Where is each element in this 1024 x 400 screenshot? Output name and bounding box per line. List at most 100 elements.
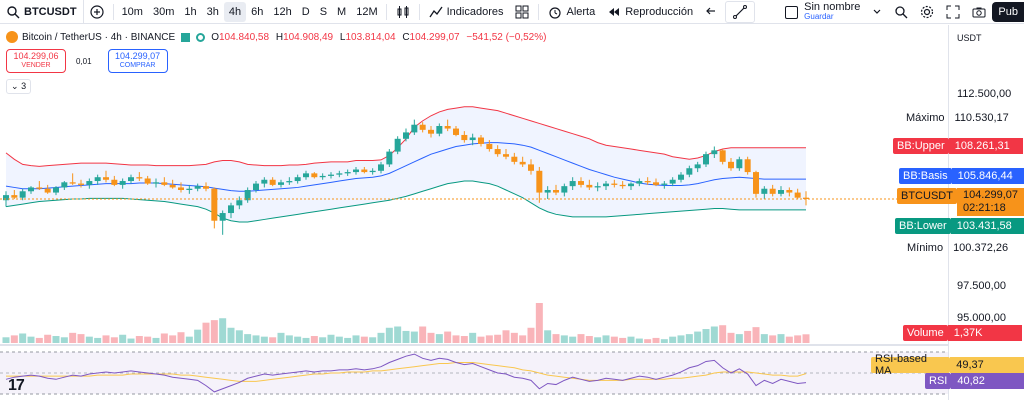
chart-pane[interactable]: Bitcoin / TetherUS · 4h · BINANCE O104.8… <box>0 25 948 400</box>
volume-bar <box>344 337 352 343</box>
indicators-collapse-button[interactable]: ⌄ 3 <box>6 79 32 94</box>
fullscreen-button[interactable] <box>940 0 966 24</box>
volume-bar <box>369 337 377 343</box>
timeframe-1h[interactable]: 1h <box>184 5 197 18</box>
candle-body <box>703 154 709 165</box>
candle-body <box>453 128 459 135</box>
volume-bar <box>260 336 268 343</box>
spread-value: 0,01 <box>76 56 92 66</box>
compare-symbol-button[interactable] <box>84 0 110 24</box>
candle-body <box>803 197 809 199</box>
alert-button[interactable]: Alerta <box>542 0 601 24</box>
volume-bar <box>460 336 468 343</box>
volume-bar <box>577 334 585 343</box>
candle-body <box>594 186 601 188</box>
candle-body <box>528 164 534 171</box>
layout-checkbox[interactable] <box>785 5 799 19</box>
volume-bar <box>360 336 368 343</box>
indicators-button[interactable]: Indicadores <box>423 0 510 24</box>
alarm-clock-icon <box>549 6 562 19</box>
volume-bar <box>485 335 493 343</box>
timeframe-6h[interactable]: 6h <box>251 5 264 18</box>
volume-bar <box>427 332 435 343</box>
snapshot-button[interactable] <box>966 0 992 24</box>
candle-body <box>111 179 118 185</box>
candle-body <box>769 188 776 194</box>
replay-button[interactable]: Reproducción <box>601 0 699 24</box>
layout-name-button[interactable]: Sin nombre Guardar <box>798 2 866 22</box>
collapsed-count: 3 <box>21 81 27 91</box>
candle-body <box>711 150 718 155</box>
candle-body <box>569 181 576 187</box>
candle-body <box>619 184 626 187</box>
timeframe-S[interactable]: S <box>319 5 328 18</box>
minimo-value: 100.372,26 <box>953 242 1009 254</box>
chart-canvas[interactable] <box>0 25 948 400</box>
volume-bar <box>785 336 793 343</box>
timeframe-3h[interactable]: 3h <box>206 5 219 18</box>
rsi-name: RSI <box>925 373 952 389</box>
volume-bar <box>27 336 35 343</box>
volume-bar <box>494 334 502 343</box>
publish-button[interactable]: Pub <box>992 2 1024 22</box>
quick-search-button[interactable] <box>888 0 914 24</box>
candle-body <box>761 188 768 194</box>
timeframe-30m[interactable]: 30m <box>152 5 175 18</box>
volume-bar <box>552 334 560 343</box>
bb-basis-name: BB:Basis <box>899 168 952 184</box>
volume-bar <box>102 335 110 343</box>
undo-button[interactable] <box>699 0 725 24</box>
candle-body <box>661 183 668 185</box>
ohlc-low: 103.814,04 <box>345 31 396 43</box>
timeframe-D[interactable]: D <box>301 5 310 18</box>
timeframe-M[interactable]: M <box>337 5 347 18</box>
tradingview-logo[interactable]: 17 <box>8 377 25 394</box>
candle-body <box>303 173 309 178</box>
candle-body <box>494 149 501 155</box>
volume-bar <box>335 336 343 343</box>
ohlc-change: −541,52 (−0,52%) <box>466 31 547 43</box>
volume-bar <box>452 335 460 343</box>
candle-body <box>728 161 734 169</box>
candle-body <box>644 181 651 183</box>
indicator-templates-button[interactable] <box>509 0 535 24</box>
candle-body <box>786 190 793 193</box>
timeframe-10m[interactable]: 10m <box>121 5 143 18</box>
candle-body <box>444 126 451 129</box>
candle-body <box>469 137 476 141</box>
volume-bar <box>602 335 610 343</box>
drawing-tool-button[interactable] <box>725 0 756 23</box>
candle-body <box>161 182 168 185</box>
flag-icon[interactable] <box>181 32 191 42</box>
candle-body <box>553 190 559 193</box>
candle-body <box>211 188 218 221</box>
search-icon <box>7 5 20 18</box>
candle-body <box>78 183 84 185</box>
volume-bar <box>252 335 260 343</box>
axis-tick: 112.500,00 <box>957 88 1012 100</box>
timeframe-4h[interactable]: 4h <box>223 1 247 22</box>
volume-bar <box>160 333 168 343</box>
candle-body <box>436 126 443 134</box>
timeframe-12M[interactable]: 12M <box>356 5 378 18</box>
symbol-search-button[interactable]: BTCUSDT <box>0 0 84 24</box>
chevron-down-icon <box>873 9 881 14</box>
volume-bar <box>194 329 202 343</box>
buy-button[interactable]: 104.299,07 COMPRAR <box>107 49 168 73</box>
volume-label: Volume 1,37K <box>903 325 1022 341</box>
chart-type-button[interactable] <box>390 0 416 24</box>
layout-menu-button[interactable] <box>866 0 888 24</box>
volume-bar <box>710 326 718 343</box>
layout-name-label: Sin nombre <box>804 1 861 13</box>
volume-bar <box>235 330 243 343</box>
candle-body <box>286 181 293 183</box>
candle-body <box>369 170 376 173</box>
sell-button[interactable]: 104.299,06 VENDER <box>6 49 66 73</box>
bb-lower-value: 103.431,58 <box>950 218 1024 234</box>
candle-body <box>336 173 343 175</box>
timeframe-12h[interactable]: 12h <box>273 5 292 18</box>
volume-bar <box>544 330 552 343</box>
settings-button[interactable] <box>914 0 940 24</box>
volume-bar <box>219 318 227 343</box>
volume-bar <box>110 337 118 343</box>
